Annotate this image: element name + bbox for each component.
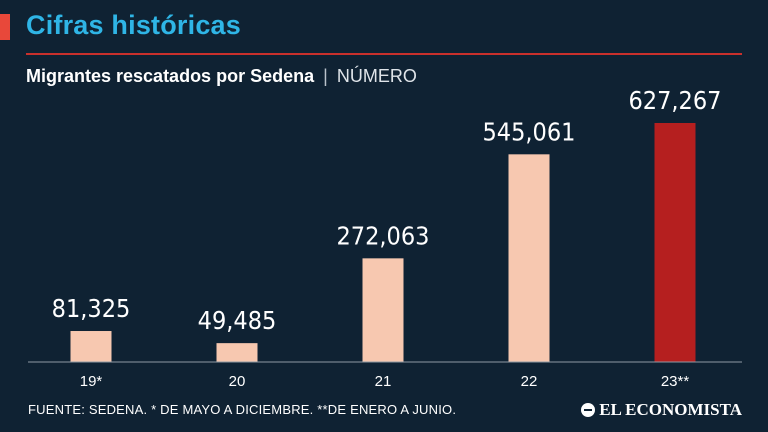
source-note: FUENTE: SEDENA. * DE MAYO A DICIEMBRE. *…	[28, 402, 457, 417]
x-tick-label: 21	[375, 373, 392, 390]
title-rule	[26, 53, 742, 55]
unit-label: NÚMERO	[336, 66, 417, 86]
section-title: Cifras históricas	[26, 10, 241, 40]
title-separator: |	[323, 66, 328, 86]
bar-23	[654, 123, 696, 362]
bar-22	[508, 154, 550, 362]
value-label: 627,267	[629, 86, 722, 115]
x-tick-label: 23**	[661, 373, 690, 390]
brand-logo-icon	[581, 403, 596, 417]
bar-19	[70, 331, 112, 362]
value-label: 81,325	[52, 294, 131, 323]
bar-21	[362, 258, 404, 362]
value-label: 545,061	[483, 117, 576, 146]
value-label: 49,485	[198, 306, 277, 335]
x-tick-label: 20	[229, 373, 246, 390]
brand-name: EL ECONOMISTA	[599, 400, 742, 419]
x-tick-label: 22	[521, 373, 538, 390]
bar-20	[216, 343, 258, 362]
brand: EL ECONOMISTA	[581, 400, 742, 420]
chart-title: Migrantes rescatados por Sedena	[26, 66, 315, 86]
x-tick-label: 19*	[80, 373, 103, 390]
chart-title-row: Migrantes rescatados por Sedena | NÚMERO	[26, 66, 417, 87]
value-label: 272,063	[337, 221, 430, 250]
accent-bar	[0, 14, 10, 40]
